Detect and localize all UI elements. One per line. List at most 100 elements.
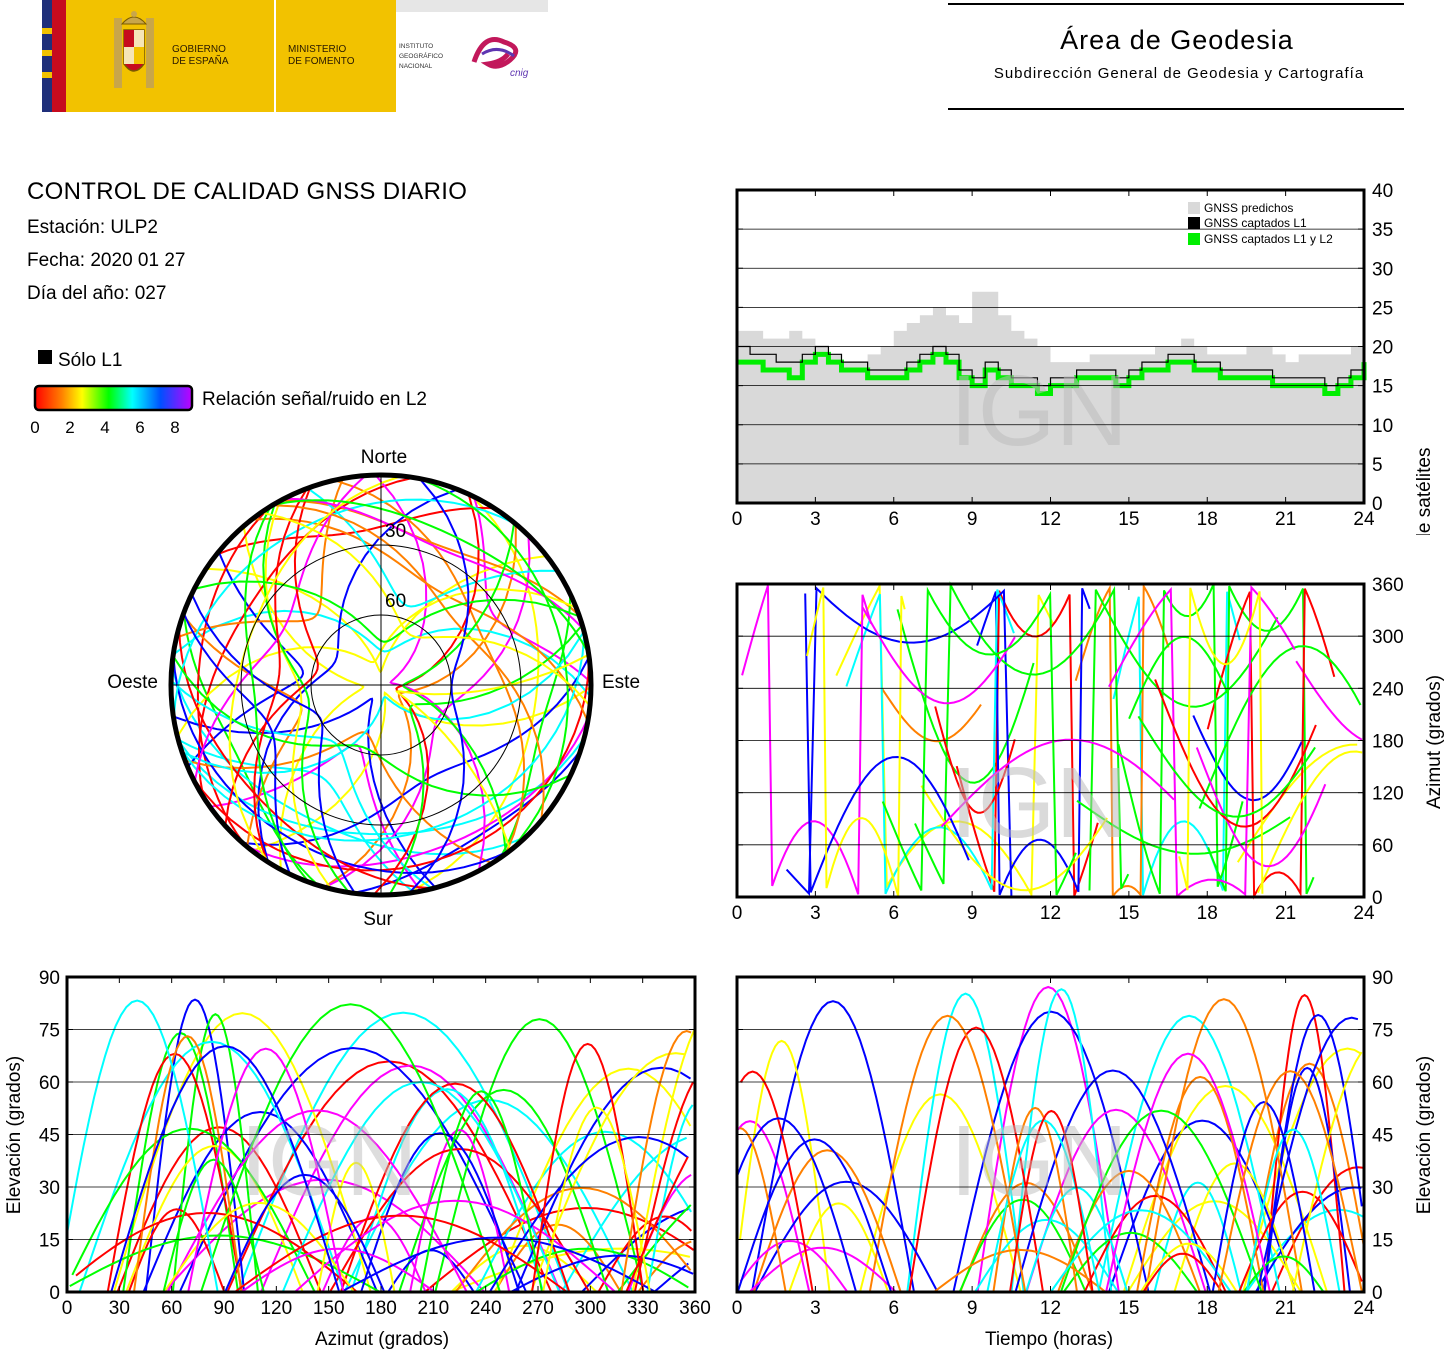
- xtick-label: 21: [1275, 1298, 1296, 1319]
- solo-l1-swatch: [38, 350, 52, 364]
- ytick-label: 45: [1372, 1126, 1393, 1147]
- series-l1-line: [737, 345, 1365, 387]
- xtick-label: 0: [732, 509, 743, 530]
- xtick-label: 3: [810, 903, 821, 924]
- elaz-track: [187, 1047, 345, 1293]
- az-track: [806, 587, 906, 897]
- ytick-label: 120: [1372, 784, 1404, 805]
- xtick-label: 15: [1118, 1298, 1139, 1319]
- sky-track: [307, 487, 558, 608]
- sky-track: [244, 505, 310, 883]
- elaz-track: [240, 1247, 436, 1293]
- elt-track: [754, 1180, 939, 1293]
- az-axes: 0 60 120 180 240 300 360 0 3 6 9 12 15 18 21 24: [732, 575, 1404, 924]
- elt-track: [1153, 1181, 1243, 1293]
- elaz-track: [631, 1029, 696, 1293]
- solo-l1-label: Sólo L1: [58, 350, 122, 371]
- ign-watermark: IGN: [950, 355, 1128, 467]
- xtick-label: 270: [522, 1298, 554, 1319]
- elt-track: [933, 1248, 1107, 1293]
- plot-frame: [65, 975, 697, 1294]
- sky-track: [170, 679, 433, 890]
- ytick-label: 10: [1372, 416, 1393, 437]
- ytick-label: 0: [49, 1283, 60, 1304]
- ytick-label: 35: [1372, 220, 1393, 241]
- elt-track: [739, 1127, 787, 1293]
- sky-track: [395, 653, 590, 851]
- elt-track: [859, 1093, 1022, 1293]
- az-track: [1076, 799, 1291, 855]
- elt-track: [1242, 1255, 1325, 1293]
- xtick-label: 9: [967, 1298, 978, 1319]
- xtick-label: 6: [888, 903, 899, 924]
- report-info: CONTROL DE CALIDAD GNSS DIARIO Estación:…: [27, 178, 467, 305]
- sky-track: [172, 655, 572, 797]
- ytick-label: 240: [1372, 679, 1404, 700]
- elaz-track: [75, 1211, 358, 1293]
- az-track: [920, 785, 1108, 892]
- sky-track: [176, 478, 344, 639]
- cnig-logo-icon: cnig: [471, 37, 529, 79]
- doy-label: Día del año: 027: [27, 283, 167, 304]
- ytick-label: 60: [1372, 836, 1393, 857]
- az-track: [1198, 645, 1362, 809]
- az-track: [861, 607, 1016, 705]
- ign-watermark: IGN: [240, 1105, 418, 1217]
- ytick-label: 0: [1372, 494, 1383, 515]
- sky-track: [272, 499, 590, 655]
- xtick-label: 21: [1275, 509, 1296, 530]
- xtick-label: 300: [574, 1298, 606, 1319]
- elt-track: [908, 1026, 1044, 1293]
- sky-track: [178, 627, 434, 890]
- sky-tracks: [170, 474, 592, 896]
- xtick-label: 0: [732, 903, 743, 924]
- elt-track: [1025, 1108, 1207, 1293]
- xtick-label: 18: [1197, 903, 1218, 924]
- sky-track: [251, 517, 589, 722]
- cnig-logo-text: cnig: [510, 68, 529, 79]
- elaz-track: [163, 1201, 355, 1293]
- az-track: [976, 587, 1091, 896]
- elaz-track: [116, 1126, 322, 1293]
- xtick-label: 18: [1197, 509, 1218, 530]
- ring-label-60: 60: [385, 591, 406, 612]
- xtick-label: 24: [1353, 1298, 1375, 1319]
- elt-track: [1014, 1069, 1212, 1293]
- ytick-label: 75: [1372, 1021, 1393, 1042]
- ytick-label: 60: [39, 1073, 60, 1094]
- elaz-track: [646, 1104, 694, 1293]
- elt-track: [868, 1014, 1027, 1293]
- elaz-axes: 0 15 30 45 60 75 90 0 30 60 90 120 150 180 210 240 270 30…: [39, 968, 711, 1319]
- elaz-ylabel: Elevación (grados): [4, 1056, 25, 1214]
- elaz-track: [350, 1088, 545, 1293]
- elaz-track: [617, 1204, 692, 1293]
- az-track: [1112, 591, 1241, 896]
- elaz-track: [434, 1018, 645, 1293]
- gobierno-line1: GOBIERNO: [172, 44, 226, 55]
- ign-watermark: IGN: [950, 747, 1128, 859]
- elaz-track: [113, 1012, 372, 1293]
- xtick-label: 9: [967, 509, 978, 530]
- snr-tick: 8: [170, 418, 179, 437]
- snr-color-bar: [33, 384, 194, 412]
- series-predicted-area: [737, 291, 1364, 503]
- ytick-label: 45: [39, 1126, 60, 1147]
- sky-track: [172, 609, 592, 698]
- sky-track: [334, 479, 526, 855]
- count-axes: 0 5 10 15 20 25 30 35 40 0 3 6 9 12 15 18 21 24: [732, 181, 1393, 530]
- ytick-label: 15: [1372, 1231, 1393, 1252]
- xtick-label: 18: [1197, 1298, 1218, 1319]
- ytick-label: 180: [1372, 732, 1404, 753]
- ytick-label: 0: [1372, 1283, 1383, 1304]
- ign-watermark: IGN: [950, 1105, 1128, 1217]
- xtick-label: 0: [62, 1298, 73, 1319]
- xtick-label: 6: [888, 1298, 899, 1319]
- snr-tick: 4: [100, 418, 109, 437]
- ytick-label: 5: [1372, 455, 1383, 476]
- area-title: Área de Geodesia: [1060, 25, 1294, 55]
- east-label: Este: [602, 672, 640, 693]
- elaz-track: [529, 1052, 686, 1293]
- instituto-line3: NACIONAL: [399, 63, 433, 70]
- elt-track: [751, 1000, 915, 1293]
- az-track: [845, 589, 1015, 895]
